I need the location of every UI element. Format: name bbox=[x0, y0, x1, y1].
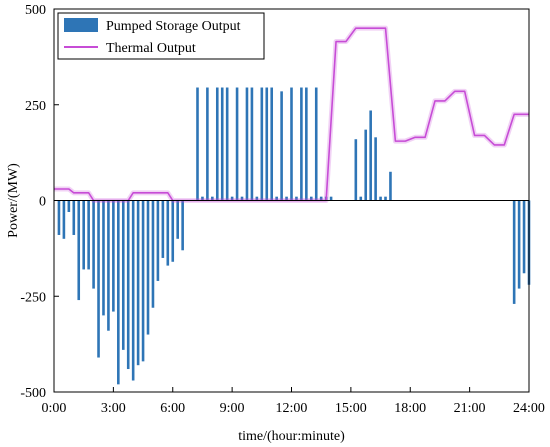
bar-pumped-storage bbox=[67, 200, 71, 212]
x-tick-label: 24:00 bbox=[513, 401, 545, 416]
bar-pumped-storage bbox=[240, 196, 244, 201]
bar-pumped-storage bbox=[319, 196, 323, 201]
bar-pumped-storage bbox=[295, 196, 298, 201]
y-axis-title: Power/(MW) bbox=[6, 163, 21, 238]
bar-pumped-storage bbox=[379, 196, 382, 201]
y-tick-label: -500 bbox=[20, 386, 46, 401]
bar-pumped-storage bbox=[309, 196, 313, 201]
bar-pumped-storage bbox=[389, 171, 392, 201]
bar-pumped-storage bbox=[369, 110, 372, 201]
bar-pumped-storage bbox=[176, 200, 179, 239]
x-tick-label: 15:00 bbox=[335, 401, 367, 416]
legend-swatch-pumped-storage bbox=[64, 18, 98, 32]
x-tick-label: 12:00 bbox=[276, 401, 308, 416]
bar-pumped-storage bbox=[102, 200, 105, 316]
bar-pumped-storage bbox=[354, 139, 358, 201]
bar-pumped-storage bbox=[230, 196, 234, 201]
legend-label-pumped-storage: Pumped Storage Output bbox=[106, 19, 241, 34]
x-tick-label: 6:00 bbox=[160, 401, 185, 416]
bar-pumped-storage bbox=[285, 196, 288, 201]
bar-pumped-storage bbox=[131, 200, 135, 381]
x-tick-label: 3:00 bbox=[101, 401, 126, 416]
bar-pumped-storage bbox=[136, 200, 140, 366]
bar-pumped-storage bbox=[72, 200, 76, 235]
bar-pumped-storage bbox=[359, 196, 363, 201]
bar-pumped-storage bbox=[290, 87, 293, 201]
bar-pumped-storage bbox=[97, 200, 100, 358]
bar-pumped-storage bbox=[201, 196, 204, 201]
bar-pumped-storage bbox=[166, 200, 170, 266]
bar-pumped-storage bbox=[62, 200, 66, 239]
bar-pumped-storage bbox=[57, 200, 61, 235]
bar-pumped-storage bbox=[260, 87, 264, 201]
x-tick-label: 0:00 bbox=[42, 401, 67, 416]
legend: Pumped Storage Output Thermal Output bbox=[57, 12, 265, 60]
bar-pumped-storage bbox=[305, 87, 308, 201]
bar-pumped-storage bbox=[117, 200, 120, 385]
bar-pumped-storage bbox=[161, 200, 165, 258]
bar-pumped-storage bbox=[517, 200, 521, 289]
bar-pumped-storage bbox=[206, 87, 209, 201]
bar-pumped-storage bbox=[151, 200, 155, 308]
bar-pumped-storage bbox=[280, 91, 283, 201]
y-tick-label: 0 bbox=[39, 195, 46, 210]
bar-pumped-storage bbox=[92, 200, 95, 289]
bar-pumped-storage bbox=[181, 200, 184, 251]
bar-pumped-storage bbox=[211, 196, 214, 201]
bar-pumped-storage bbox=[270, 87, 274, 201]
legend-label-thermal: Thermal Output bbox=[106, 41, 196, 56]
bar-pumped-storage bbox=[512, 200, 516, 304]
bar-pumped-storage bbox=[300, 87, 303, 201]
bar-pumped-storage bbox=[171, 200, 175, 262]
x-tick-label: 9:00 bbox=[220, 401, 245, 416]
bar-pumped-storage bbox=[126, 200, 130, 370]
x-tick-label: 21:00 bbox=[454, 401, 486, 416]
bar-pumped-storage bbox=[255, 196, 259, 201]
bar-pumped-storage bbox=[215, 87, 219, 201]
y-tick-label: 250 bbox=[25, 99, 46, 114]
bar-pumped-storage bbox=[374, 137, 377, 201]
bar-pumped-storage bbox=[82, 200, 85, 270]
bar-pumped-storage bbox=[245, 87, 249, 201]
y-tick-label: -250 bbox=[20, 290, 46, 305]
bar-pumped-storage bbox=[220, 87, 224, 201]
bar-pumped-storage bbox=[77, 200, 81, 301]
bar-pumped-storage bbox=[121, 200, 125, 350]
bar-pumped-storage bbox=[314, 87, 318, 201]
bar-pumped-storage bbox=[141, 200, 145, 362]
bar-pumped-storage bbox=[275, 196, 278, 201]
bar-pumped-storage bbox=[87, 200, 90, 270]
bar-pumped-storage bbox=[265, 87, 269, 201]
bar-pumped-storage bbox=[156, 200, 160, 281]
x-axis-title: time/(hour:minute) bbox=[238, 429, 345, 444]
bar-pumped-storage bbox=[250, 87, 254, 201]
y-tick-label: 500 bbox=[25, 3, 46, 18]
bar-pumped-storage bbox=[364, 129, 368, 201]
bar-pumped-storage bbox=[522, 200, 526, 274]
bar-pumped-storage bbox=[235, 87, 239, 201]
bar-pumped-storage bbox=[384, 196, 387, 201]
x-tick-label: 18:00 bbox=[394, 401, 426, 416]
bar-pumped-storage bbox=[329, 196, 333, 201]
bars-layer bbox=[57, 87, 531, 385]
ticks-layer: 0:00 3:00 6:00 9:00 12:00 15:00 18:00 21:00 24:0… bbox=[20, 3, 545, 416]
bar-pumped-storage bbox=[146, 200, 150, 335]
bar-pumped-storage bbox=[225, 87, 229, 201]
bar-pumped-storage bbox=[107, 200, 110, 331]
bar-pumped-storage bbox=[112, 200, 115, 312]
bar-pumped-storage bbox=[196, 87, 199, 201]
